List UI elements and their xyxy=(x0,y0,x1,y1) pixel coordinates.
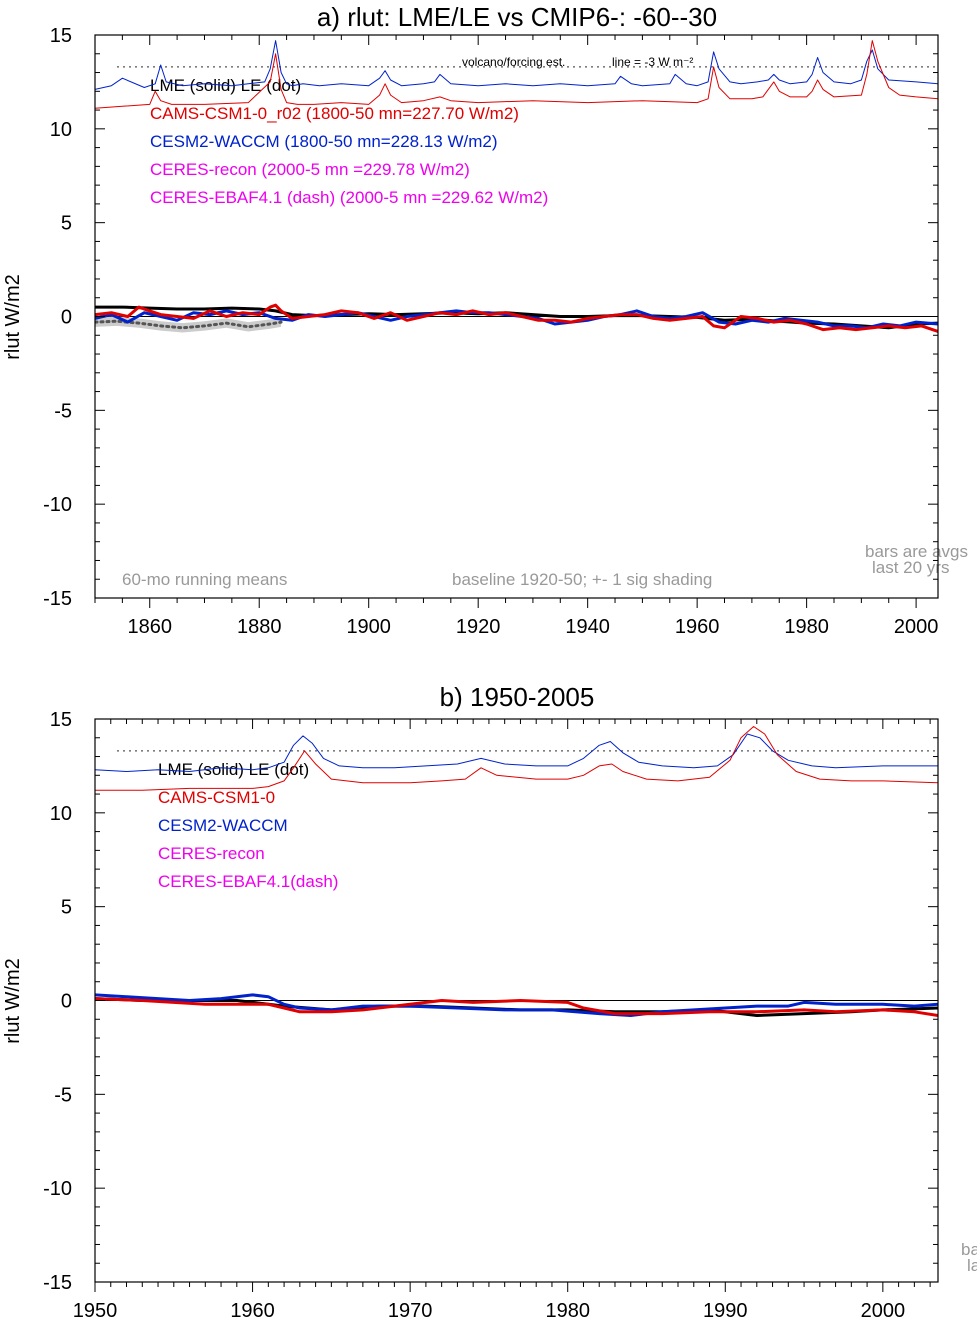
panel-a-x-tick-label: 1940 xyxy=(565,616,610,638)
panel-b-cesm2-waccm-anomaly-line xyxy=(95,993,938,1017)
panel-a-running-mean-note: 60-mo running means xyxy=(122,570,287,589)
panel-b-cesm2-waccm-forcing-line xyxy=(95,733,938,772)
panel-a-y-tick-label: 10 xyxy=(50,119,72,141)
panel-a-line-label: line = -3 W m⁻² xyxy=(612,55,693,69)
panel-b-x-tick-label: 1960 xyxy=(230,1300,275,1322)
panel-b-legend-ceres-recon: CERES-recon xyxy=(158,844,265,863)
panel-b-y-tick-label: -5 xyxy=(54,1084,72,1106)
panel-a-baseline-note: baseline 1920-50; +- 1 sig shading xyxy=(452,570,712,589)
panel-a-legend-ceres-ebaf: CERES-EBAF4.1 (dash) (2000-5 mn =229.62 … xyxy=(150,188,548,207)
panel-a-x-tick-label: 1880 xyxy=(237,616,282,638)
panel-b-x-tick-label: 1970 xyxy=(388,1300,433,1322)
panel-a-x-tick-label: 1900 xyxy=(346,616,391,638)
panel-a-bars-note-2: last 20 yrs xyxy=(872,558,949,577)
panel-b-y-tick-label: 0 xyxy=(61,991,72,1013)
panel-b-bars-note-2: la xyxy=(967,1256,977,1275)
panel-b-y-tick-label: -15 xyxy=(43,1272,72,1294)
panel-a-le-anomaly-sigma-shading xyxy=(95,316,282,333)
panel-a-cams-csm1-0-forcing-line xyxy=(95,40,938,109)
panel-a-plot: 1860 1880 1900 1920 1940 1960 1980 2000 -15 -10 -5… xyxy=(43,25,939,638)
panel-a-y-tick-label: -5 xyxy=(54,400,72,422)
panel-a-x-tick-label: 1980 xyxy=(784,616,829,638)
panel-a-x-tick-label: 1960 xyxy=(675,616,720,638)
panel-a-y-tick-label: 15 xyxy=(50,25,72,47)
panel-b-x-tick-label: 1990 xyxy=(703,1300,748,1322)
panel-b-cams-csm1-0-anomaly-line xyxy=(95,997,938,1017)
panel-a-x-tick-label: 1920 xyxy=(456,616,501,638)
panel-b-x-tick-label: 1950 xyxy=(73,1300,118,1322)
panel-a-x-tick-label: 1860 xyxy=(127,616,172,638)
panel-b-y-tick-label: 15 xyxy=(50,709,72,731)
panel-b-legend-cams: CAMS-CSM1-0 xyxy=(158,788,275,807)
panel-b-series-group xyxy=(95,726,938,1017)
panel-b-y-tick-label: -10 xyxy=(43,1178,72,1200)
panel-b-cams-csm1-0-forcing-line xyxy=(95,726,938,791)
panel-b-legend-ceres-ebaf: CERES-EBAF4.1(dash) xyxy=(158,872,338,891)
panel-b-y-tick-label: 5 xyxy=(61,897,72,919)
panel-a-legend-cesm2: CESM2-WACCM (1800-50 mn=228.13 W/m2) xyxy=(150,132,498,151)
panel-b-legend: LME (solid) LE (dot) CAMS-CSM1-0 CESM2-W… xyxy=(158,760,338,891)
panel-a-bars-note-1: bars are avgs xyxy=(865,542,968,561)
panel-a-y-tick-label: 5 xyxy=(61,213,72,235)
panel-a-y-tick-label: -15 xyxy=(43,588,72,610)
panel-a-legend-cams: CAMS-CSM1-0_r02 (1800-50 mn=227.70 W/m2) xyxy=(150,104,519,123)
panel-a-cams-csm1-0-anomaly-line xyxy=(95,303,938,333)
panel-b-plot: 1950 1960 1970 1980 1990 2000 -15 -10 -5 0 5 10 15 xyxy=(43,709,939,1322)
plot-layer: 1860 1880 1900 1920 1940 1960 1980 2000 -15 -10 -5… xyxy=(43,25,939,1322)
panel-b-ylabel: rlut W/m2 xyxy=(2,958,24,1044)
panel-b-x-tick-label: 1980 xyxy=(545,1300,590,1322)
panel-b-legend-cesm2: CESM2-WACCM xyxy=(158,816,288,835)
panel-b-legend-lme-le: LME (solid) LE (dot) xyxy=(158,760,309,779)
panel-a-y-tick-label: -10 xyxy=(43,494,72,516)
panel-a-legend-ceres-recon: CERES-recon (2000-5 mn =229.78 W/m2) xyxy=(150,160,470,179)
panel-a-x-tick-label: 2000 xyxy=(894,616,939,638)
panel-a-volcano-label: volcano/forcing est. xyxy=(462,55,565,69)
panel-a: a) rlut: LME/LE vs CMIP6-: -60--30 rlut … xyxy=(2,2,968,589)
panel-a-series-group xyxy=(95,40,938,333)
panel-b-bars-note-1: ba xyxy=(961,1240,977,1259)
panel-b-y-tick-label: 10 xyxy=(50,803,72,825)
panel-a-ylabel: rlut W/m2 xyxy=(2,274,24,360)
panel-b-x-tick-label: 2000 xyxy=(861,1300,906,1322)
panel-a-cesm2-waccm-forcing-line xyxy=(95,40,938,90)
panel-a-y-tick-label: 0 xyxy=(61,307,72,329)
panel-a-title: a) rlut: LME/LE vs CMIP6-: -60--30 xyxy=(317,2,717,32)
panel-a-legend: LME (solid) LE (dot) CAMS-CSM1-0_r02 (18… xyxy=(150,76,548,207)
panel-b-title: b) 1950-2005 xyxy=(440,682,595,712)
panel-b: b) 1950-2005 rlut W/m2 LME (solid) LE (d… xyxy=(2,682,977,1275)
